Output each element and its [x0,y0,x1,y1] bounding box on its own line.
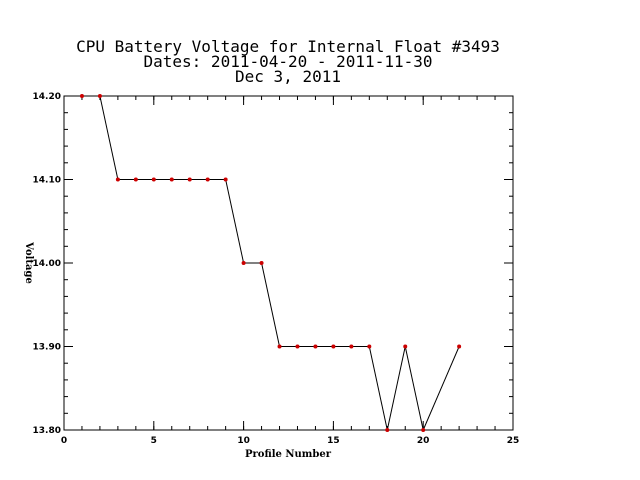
x-tick-label: 15 [327,436,340,446]
x-tick-label: 10 [237,436,250,446]
series-segment [386,346,406,431]
minor-ticks [63,95,514,431]
data-point [223,177,228,182]
data-point [457,344,462,349]
data-point [331,344,336,349]
data-point [79,94,84,98]
data-point [169,177,174,182]
data-point [313,344,318,349]
y-tick-labels: 13.80 13.90 14.00 14.10 14.20 [33,92,61,436]
series-lines [81,95,460,431]
data-point [385,428,390,432]
x-axis-label: Profile Number [245,449,332,460]
y-axis-label: Voltage [23,241,34,284]
x-tick-label: 20 [417,436,430,446]
y-tick-label: 14.20 [33,92,61,102]
y-tick-label: 13.90 [33,343,61,353]
data-point [205,177,210,182]
data-point [277,344,282,349]
series-segment [368,346,388,431]
series-segment [422,346,460,431]
plot-frame [63,95,514,431]
x-tick-labels: 0 5 10 15 20 25 [61,436,519,446]
data-point [115,177,120,182]
y-tick-label: 14.00 [33,259,61,269]
y-tick-label: 13.80 [33,426,61,436]
series-segment [99,95,119,180]
data-point [367,344,372,349]
series-segment [261,262,281,347]
data-point [187,177,192,182]
major-ticks [63,95,514,431]
x-tick-label: 5 [151,436,157,446]
series-segment [404,346,424,431]
data-point [259,261,264,265]
data-point [421,428,426,432]
chart-title-line-2: Dates: 2011-04-20 - 2011-11-30 [144,52,433,71]
x-tick-label: 25 [507,436,520,446]
data-point [403,344,408,349]
data-point [97,94,102,98]
data-point [151,177,156,182]
data-point [133,177,138,182]
chart-title-line-3: Dec 3, 2011 [235,67,341,86]
data-point [295,344,300,349]
series-markers [79,94,462,432]
y-tick-label: 14.10 [33,176,61,186]
data-point [349,344,354,349]
data-point [241,261,246,265]
chart-title-line-1: CPU Battery Voltage for Internal Float #… [76,37,500,56]
x-tick-label: 0 [61,436,67,446]
series-segment [225,179,245,264]
